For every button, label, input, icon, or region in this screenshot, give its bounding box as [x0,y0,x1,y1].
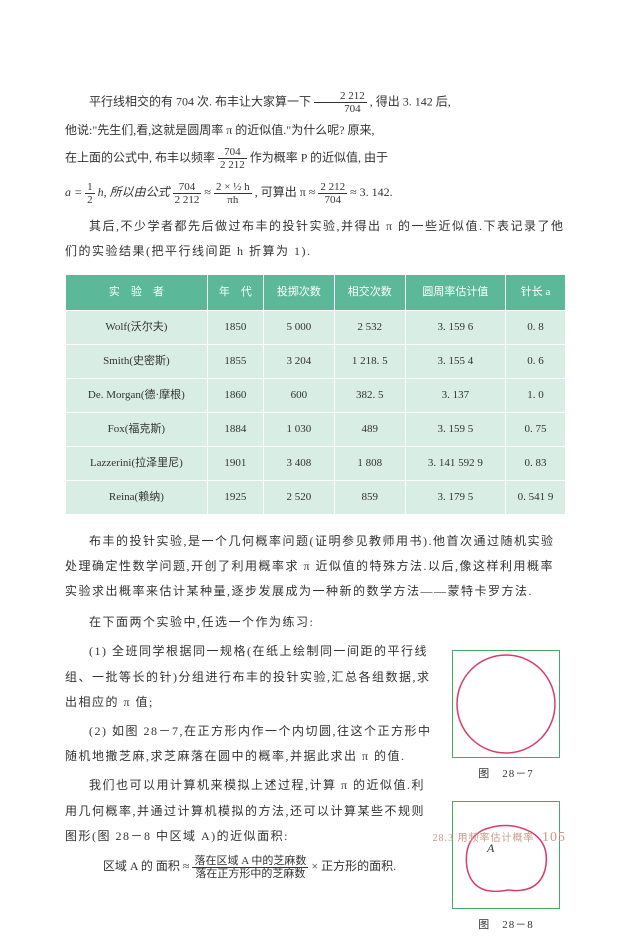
table-row: Smith(史密斯)18553 2041 218. 53. 155 40. 6 [66,345,566,379]
table-cell: Wolf(沃尔夫) [66,311,208,345]
table-cell: 0. 83 [506,446,566,480]
table-cell: 3. 179 5 [405,480,505,514]
formula-line: a = 12 h, 所以由公式 7042 212 ≈ 2 × ½ hπh , 可… [65,179,566,206]
table-cell: 0. 8 [506,311,566,345]
fraction: 2 × ½ hπh [214,181,252,206]
table-cell: 0. 6 [506,345,566,379]
paragraph-9: 我们也可以用计算机来模拟上述过程,计算 π 的近似值.利用几何概率,并通过计算机… [65,773,434,849]
paragraph-6: 在下面两个实验中,任选一个作为练习: [65,610,434,635]
table-cell: Smith(史密斯) [66,345,208,379]
text: h, 所以由公式 [98,185,170,199]
table-cell: Fox(福克斯) [66,412,208,446]
text: 他说:"先生们,看,这就是圆周率 π 的近似值."为什么呢? 原来, [65,123,375,137]
table-row: De. Morgan(德·摩根)1860600382. 53. 1371. 0 [66,379,566,413]
table-header: 实 验 者 [66,275,208,311]
fraction: 7042 212 [173,181,202,206]
table-header: 年 代 [207,275,263,311]
table-cell: 1 808 [334,446,405,480]
table-cell: 2 532 [334,311,405,345]
paragraph-8: (2) 如图 28－7,在正方形内作一个内切圆,往这个正方形中随机地撒芝麻,求芝… [65,719,434,769]
paragraph-3: 在上面的公式中, 布丰以频率 7042 212 作为概率 P 的近似值, 由于 [65,146,566,171]
paragraph-1: 平行线相交的有 704 次. 布丰让大家算一下 2 212704 , 得出 3.… [65,90,566,115]
text: , 可算出 π ≈ [255,185,319,199]
table-row: Reina(赖纳)19252 5208593. 179 50. 541 9 [66,480,566,514]
paragraph-7: (1) 全班同学根据同一规格(在纸上绘制同一间距的平行线组、一批等长的针)分组进… [65,639,434,715]
figure-label-2: 图 28－8 [478,915,534,936]
table-header: 圆周率估计值 [405,275,505,311]
table-cell: 1860 [207,379,263,413]
figure-28-7 [452,650,560,758]
table-cell: 859 [334,480,405,514]
irregular-shape-icon: A [453,802,559,908]
table-cell: 3. 159 5 [405,412,505,446]
text: 在上面的公式中, 布丰以频率 [65,150,215,164]
table-row: Wolf(沃尔夫)18505 0002 5323. 159 60. 8 [66,311,566,345]
fraction: 12 [85,181,95,206]
table-header: 相交次数 [334,275,405,311]
table-cell: 3 204 [263,345,334,379]
table-cell: 0. 541 9 [506,480,566,514]
text: 作为概率 P 的近似值, 由于 [250,150,388,164]
circle-in-square-icon [453,651,559,757]
table-cell: 1901 [207,446,263,480]
table-cell: 2 520 [263,480,334,514]
table-cell: 5 000 [263,311,334,345]
table-cell: 382. 5 [334,379,405,413]
text: ≈ [204,185,214,199]
table-row: Fox(福克斯)18841 0304893. 159 50. 75 [66,412,566,446]
table-cell: 0. 75 [506,412,566,446]
text: , 得出 3. 142 后, [370,94,451,108]
table-cell: Lazzerini(拉泽里尼) [66,446,208,480]
fraction: 7042 212 [218,146,247,171]
fraction: 2 212704 [314,90,367,115]
text: × 正方形的面积. [311,859,396,873]
table-header: 针长 a [506,275,566,311]
table-cell: 1925 [207,480,263,514]
page-footer: 28.3 用频率估计概率 105 [433,825,567,852]
table-cell: De. Morgan(德·摩根) [66,379,208,413]
fraction: 2 212704 [318,181,347,206]
paragraph-4: 其后,不少学者都先后做过布丰的投针实验,并得出 π 的一些近似值.下表记录了他们… [65,214,566,264]
table-header: 投掷次数 [263,275,334,311]
table-cell: 1884 [207,412,263,446]
table-cell: 1855 [207,345,263,379]
text: 区域 A 的 面积 ≈ [103,859,193,873]
table-cell: 489 [334,412,405,446]
var-a: a = [65,185,85,199]
experiment-table: 实 验 者年 代投掷次数相交次数圆周率估计值针长 a Wolf(沃尔夫)1850… [65,274,566,514]
table-cell: 3. 159 6 [405,311,505,345]
table-cell: 3. 155 4 [405,345,505,379]
figure-28-8: A [452,801,560,909]
paragraph-2: 他说:"先生们,看,这就是圆周率 π 的近似值."为什么呢? 原来, [65,119,566,142]
table-cell: 1 030 [263,412,334,446]
table-row: Lazzerini(拉泽里尼)19013 4081 8083. 141 592 … [66,446,566,480]
footer-text: 28.3 用频率估计概率 [433,833,535,844]
text: 平行线相交的有 704 次. 布丰让大家算一下 [89,94,311,108]
page-number: 105 [542,830,566,845]
paragraph-5: 布丰的投针实验,是一个几何概率问题(证明参见教师用书).他首次通过随机实验处理确… [65,529,566,605]
table-cell: Reina(赖纳) [66,480,208,514]
table-cell: 3. 137 [405,379,505,413]
table-cell: 3. 141 592 9 [405,446,505,480]
table-cell: 1850 [207,311,263,345]
text: ≈ 3. 142. [350,185,393,199]
table-cell: 1 218. 5 [334,345,405,379]
table-cell: 600 [263,379,334,413]
table-cell: 1. 0 [506,379,566,413]
table-cell: 3 408 [263,446,334,480]
figure-label-1: 图 28－7 [478,764,534,785]
